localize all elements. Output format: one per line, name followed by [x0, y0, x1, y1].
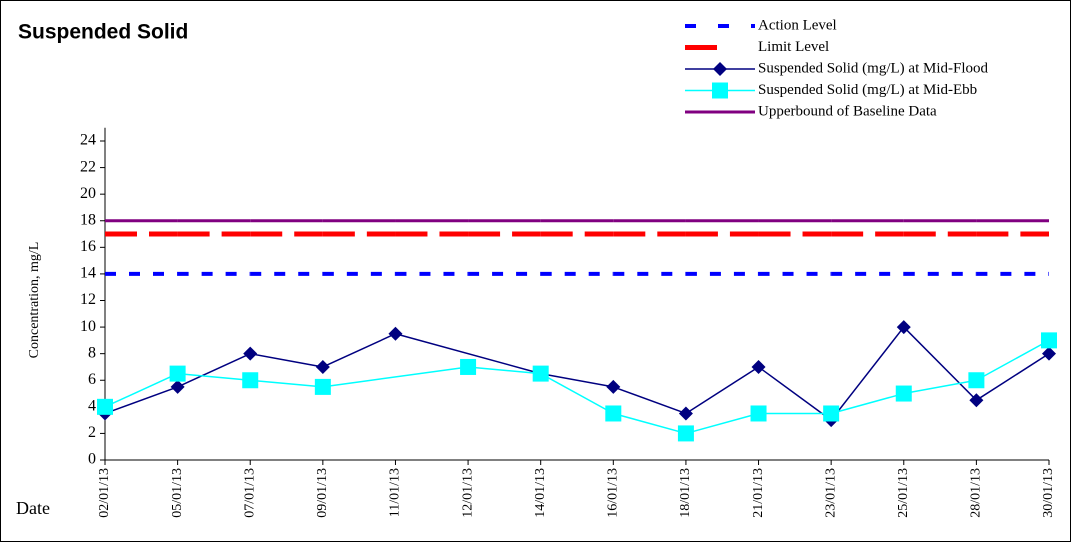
- point: [823, 405, 840, 422]
- x-tick-label: 25/01/13: [896, 468, 911, 518]
- line-segment: [104, 386, 178, 415]
- x-tick-label: 11/01/13: [388, 468, 403, 517]
- line-segment: [468, 366, 541, 375]
- x-tick-label: 14/01/13: [533, 468, 548, 518]
- point: [1041, 332, 1057, 349]
- point: [605, 405, 622, 422]
- y-tick-label: 20: [80, 185, 96, 202]
- line-segment: [322, 333, 396, 368]
- point: [968, 372, 985, 389]
- line-segment: [177, 372, 251, 381]
- y-tick-label: 12: [80, 291, 96, 308]
- point: [750, 405, 767, 422]
- point: [315, 359, 330, 374]
- line-segment: [177, 352, 251, 388]
- point: [460, 358, 477, 375]
- x-tick-label: 09/01/13: [315, 468, 330, 518]
- point: [97, 398, 113, 415]
- line-segment: [830, 326, 905, 421]
- y-tick-label: 24: [80, 132, 96, 149]
- line-segment: [976, 339, 1050, 381]
- point: [388, 326, 403, 341]
- legend-label: Upperbound of Baseline Data: [758, 103, 937, 119]
- legend-label: Suspended Solid (mg/L) at Mid-Flood: [758, 60, 988, 76]
- legend-label: Limit Level: [758, 39, 829, 55]
- point: [243, 346, 258, 361]
- y-tick-label: 4: [88, 398, 96, 415]
- legend-label: Suspended Solid (mg/L) at Mid-Ebb: [758, 82, 977, 98]
- point: [751, 359, 766, 374]
- point: [1042, 346, 1056, 361]
- x-tick-label: 02/01/13: [97, 468, 112, 518]
- x-tick-label: 05/01/13: [170, 468, 185, 518]
- line-segment: [322, 366, 469, 388]
- line-segment: [613, 386, 687, 415]
- x-tick-label: 18/01/13: [678, 468, 693, 518]
- y-tick-label: 14: [80, 265, 96, 282]
- x-tick-label: 21/01/13: [751, 468, 766, 518]
- point: [170, 379, 185, 394]
- y-tick-label: 0: [88, 451, 96, 468]
- y-tick-label: 8: [88, 344, 96, 361]
- line-segment: [104, 372, 178, 408]
- point: [969, 393, 984, 408]
- point: [169, 365, 186, 382]
- point: [895, 385, 912, 402]
- x-tick-label: 16/01/13: [606, 468, 621, 518]
- point: [532, 365, 549, 382]
- legend-marker: [712, 82, 728, 99]
- y-tick-label: 6: [88, 371, 96, 388]
- line-segment: [250, 379, 323, 388]
- line-segment: [395, 333, 541, 375]
- line-segment: [540, 372, 614, 415]
- line-segment: [250, 352, 323, 368]
- line-segment: [903, 379, 977, 395]
- line-segment: [685, 366, 759, 415]
- point: [677, 425, 694, 442]
- chart-title: Suspended Solid: [18, 21, 188, 44]
- point: [678, 406, 693, 421]
- y-tick-label: 2: [88, 424, 96, 441]
- point: [242, 372, 259, 389]
- x-tick-label: 12/01/13: [460, 468, 475, 518]
- line-segment: [540, 372, 614, 388]
- line-segment: [830, 392, 904, 415]
- y-tick-label: 16: [80, 238, 96, 255]
- legend-label: Action Level: [758, 17, 837, 33]
- line-segment: [758, 366, 832, 421]
- line-segment: [975, 353, 1050, 401]
- line-segment: [903, 326, 977, 401]
- point: [606, 379, 621, 394]
- x-tick-label: 23/01/13: [823, 468, 838, 518]
- point: [896, 320, 911, 335]
- y-tick-label: 22: [80, 158, 96, 175]
- y-tick-label: 18: [80, 211, 96, 228]
- x-tick-label: 30/01/13: [1041, 468, 1056, 518]
- y-tick-label: 10: [80, 318, 96, 335]
- x-tick-label: 07/01/13: [242, 468, 257, 518]
- x-axis-label: Date: [16, 498, 50, 518]
- y-axis-label: Concentration, mg/L: [27, 242, 42, 359]
- line-segment: [613, 412, 687, 435]
- x-tick-label: 28/01/13: [969, 468, 984, 518]
- point: [314, 378, 331, 395]
- line-segment: [685, 412, 759, 435]
- legend-marker: [713, 62, 727, 76]
